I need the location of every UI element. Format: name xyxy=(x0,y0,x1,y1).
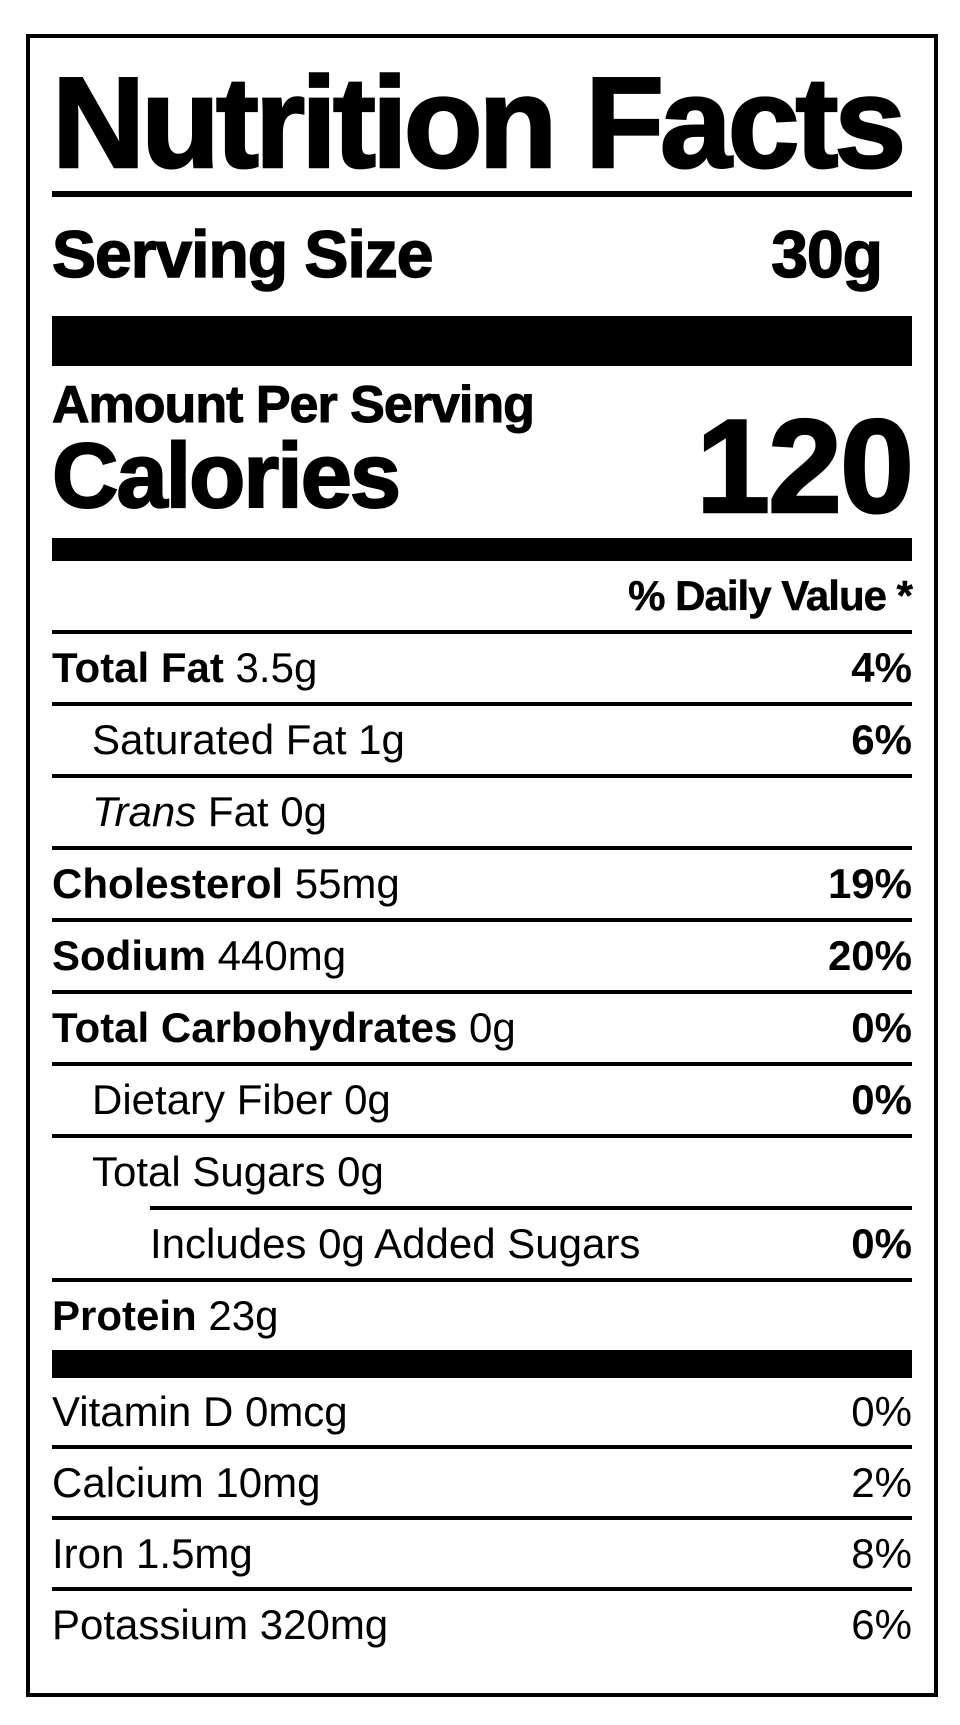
nutrient-daily-value: 19% xyxy=(827,860,912,908)
nutrient-name: Includes 0g Added Sugars xyxy=(150,1220,641,1268)
calories-left-column: Amount Per Serving Calories xyxy=(51,376,536,527)
nutrient-name-group: Total Carbohydrates 0g xyxy=(52,1007,516,1049)
nutrient-name: Saturated Fat xyxy=(92,716,347,764)
nutrient-name: Protein xyxy=(52,1292,197,1340)
nutrient-name-group: Cholesterol 55mg xyxy=(52,863,400,905)
nutrient-daily-value: 0% xyxy=(851,1387,912,1435)
section-bar-calories xyxy=(52,538,912,562)
nutrient-amount: 0g xyxy=(325,1148,384,1196)
row-divider xyxy=(52,630,912,635)
micronutrient-rows: Vitamin D 0mcg 0% Calcium 10mg 2% Iron 1.5mg… xyxy=(52,1378,912,1658)
calories-value: 120 xyxy=(695,393,915,541)
nutrient-name: Potassium xyxy=(52,1600,249,1648)
nutrient-row: Protein 23g xyxy=(52,1282,912,1350)
serving-size-row: Serving Size 30g xyxy=(51,217,912,291)
nutrient-amount: 320mg xyxy=(248,1600,389,1648)
row-divider xyxy=(52,702,912,707)
row-divider xyxy=(52,1134,912,1139)
nutrient-name-group: Sodium 440mg xyxy=(52,935,346,977)
nutrient-name: Vitamin D xyxy=(52,1387,234,1435)
row-divider xyxy=(52,1587,912,1592)
nutrient-daily-value: 0% xyxy=(851,1076,912,1124)
nutrient-row: Total Fat 3.5g 4% xyxy=(52,634,912,702)
nutrient-amount: 0mcg xyxy=(233,1387,348,1435)
nutrient-name: Dietary Fiber xyxy=(92,1076,333,1124)
nutrient-name: Cholesterol xyxy=(52,860,284,908)
nutrient-row: Iron 1.5mg 8% xyxy=(52,1520,912,1587)
nutrient-row: Saturated Fat 1g 6% xyxy=(52,706,912,774)
row-divider xyxy=(52,1062,912,1067)
section-bar-protein xyxy=(52,1350,912,1379)
label-title: Nutrition Facts xyxy=(51,51,908,195)
nutrient-name-group: Calcium 10mg xyxy=(52,1458,321,1506)
nutrient-amount: 0g xyxy=(268,788,327,836)
section-bar-top xyxy=(52,316,912,366)
nutrient-daily-value: 6% xyxy=(851,1600,912,1648)
nutrient-name-group: Iron 1.5mg xyxy=(52,1529,253,1577)
nutrient-daily-value: 4% xyxy=(851,644,912,692)
nutrient-amount: 23g xyxy=(196,1292,279,1340)
nutrient-row: Sodium 440mg 20% xyxy=(52,922,912,990)
nutrient-daily-value: 20% xyxy=(827,932,912,980)
title-divider xyxy=(52,191,912,197)
nutrient-name: Calcium xyxy=(52,1458,204,1506)
nutrient-daily-value: 6% xyxy=(851,716,912,764)
nutrient-name-group: Saturated Fat 1g xyxy=(92,719,405,761)
row-divider xyxy=(150,1206,912,1211)
row-divider xyxy=(52,918,912,923)
nutrient-name: Total Carbohydrates xyxy=(52,1004,458,1052)
nutrient-name-group: Vitamin D 0mcg xyxy=(52,1387,348,1435)
nutrient-amount: 440mg xyxy=(206,932,347,980)
serving-size-label: Serving Size xyxy=(51,217,434,291)
nutrient-name-group: Trans Fat 0g xyxy=(92,791,327,833)
nutrient-name-group: Protein 23g xyxy=(52,1295,278,1337)
daily-value-header: % Daily Value * xyxy=(628,572,913,620)
nutrient-row: Potassium 320mg 6% xyxy=(52,1591,912,1658)
row-divider xyxy=(52,774,912,779)
row-divider xyxy=(52,846,912,851)
nutrient-daily-value: 8% xyxy=(851,1529,912,1577)
nutrient-row: Total Carbohydrates 0g 0% xyxy=(52,994,912,1062)
nutrient-amount: 3.5g xyxy=(223,644,318,692)
nutrient-amount: 0g xyxy=(332,1076,391,1124)
nutrient-name-suffix: Fat xyxy=(196,788,269,836)
nutrient-row: Cholesterol 55mg 19% xyxy=(52,850,912,918)
nutrient-amount: 0g xyxy=(457,1004,516,1052)
row-divider xyxy=(52,1516,912,1521)
nutrient-amount: 1g xyxy=(346,716,405,764)
nutrient-amount: 1.5mg xyxy=(124,1529,253,1577)
nutrient-row: Includes 0g Added Sugars 0% xyxy=(52,1210,912,1278)
nutrient-row: Calcium 10mg 2% xyxy=(52,1449,912,1516)
nutrient-name-group: Dietary Fiber 0g xyxy=(92,1079,391,1121)
nutrient-row: Dietary Fiber 0g 0% xyxy=(52,1066,912,1134)
nutrient-name: Iron xyxy=(52,1529,125,1577)
row-divider xyxy=(52,1445,912,1450)
nutrient-row: Total Sugars 0g xyxy=(52,1138,912,1206)
calories-section: Amount Per Serving Calories 120 xyxy=(51,376,915,541)
amount-per-serving-label: Amount Per Serving xyxy=(52,376,536,434)
calories-label: Calories xyxy=(51,425,402,527)
nutrient-row: Trans Fat 0g xyxy=(52,778,912,846)
nutrient-name-group: Potassium 320mg xyxy=(52,1600,389,1648)
nutrient-name: Trans xyxy=(92,788,197,836)
nutrition-facts-label: Nutrition Facts Serving Size 30g Amount … xyxy=(26,34,938,1697)
nutrient-name-group: Includes 0g Added Sugars xyxy=(150,1223,640,1265)
nutrient-name-group: Total Sugars 0g xyxy=(92,1151,384,1193)
nutrient-amount: 10mg xyxy=(203,1458,321,1506)
nutrient-daily-value: 0% xyxy=(851,1220,912,1268)
nutrient-name: Total Fat xyxy=(52,644,224,692)
nutrient-name: Total Sugars xyxy=(92,1148,326,1196)
nutrient-row: Vitamin D 0mcg 0% xyxy=(52,1378,912,1445)
nutrient-amount: 55mg xyxy=(283,860,400,908)
nutrient-rows: Total Fat 3.5g 4% Saturated Fat 1g 6% Trans … xyxy=(52,630,912,1350)
nutrient-name: Sodium xyxy=(52,932,206,980)
row-divider xyxy=(52,1278,912,1283)
row-divider xyxy=(52,990,912,995)
nutrient-daily-value: 2% xyxy=(851,1458,912,1506)
nutrient-name-group: Total Fat 3.5g xyxy=(52,647,317,689)
nutrient-daily-value: 0% xyxy=(851,1004,912,1052)
serving-size-value: 30g xyxy=(771,217,884,291)
